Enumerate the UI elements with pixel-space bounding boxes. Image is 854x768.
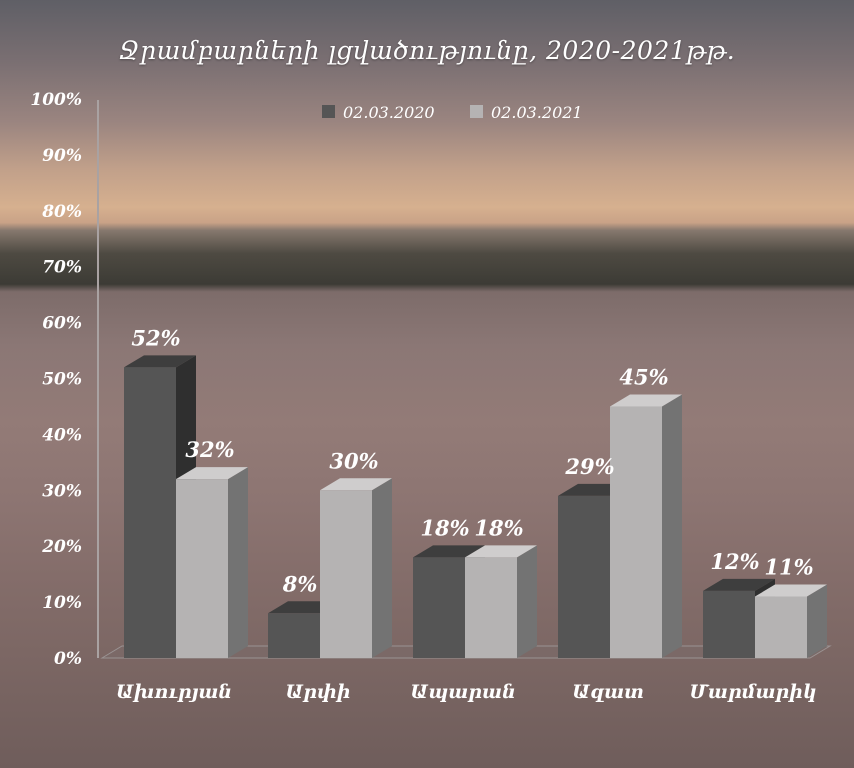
- y-tick-label: 50%: [42, 370, 82, 390]
- data-label-series1: 52%: [131, 325, 180, 350]
- bar-series2: [610, 394, 682, 658]
- y-tick-label: 100%: [30, 90, 82, 110]
- y-tick-label: 30%: [42, 481, 82, 501]
- x-category-label: Արփի: [285, 681, 350, 703]
- x-category-label: Ապարան: [410, 681, 516, 703]
- bar-series2: [465, 545, 537, 658]
- y-tick-label: 10%: [42, 593, 82, 613]
- legend-swatch: [322, 105, 335, 118]
- y-tick-label: 40%: [42, 425, 82, 445]
- y-tick-label: 60%: [42, 314, 82, 334]
- data-label-series2: 32%: [185, 437, 234, 462]
- data-label-series1: 8%: [282, 571, 318, 596]
- data-label-series2: 45%: [619, 364, 668, 389]
- y-tick-label: 80%: [41, 202, 82, 222]
- legend-entry: 02.03.2021: [491, 103, 583, 122]
- data-label-series1: 29%: [564, 454, 614, 479]
- data-label-series2: 18%: [474, 515, 523, 540]
- x-category-label: Ազատ: [572, 681, 644, 703]
- x-category-label: Ախուրյան: [116, 681, 232, 703]
- data-label-series1: 12%: [710, 549, 759, 574]
- data-label-series2: 11%: [764, 555, 813, 580]
- bar-series2: [755, 584, 827, 658]
- y-tick-label: 20%: [41, 537, 82, 557]
- chart-title: Ջրամբարների լցվածությունը, 2020-2021թթ.: [118, 36, 736, 65]
- x-category-label: Մարմարիկ: [689, 681, 816, 703]
- data-label-series2: 30%: [329, 448, 378, 473]
- y-tick-label: 90%: [42, 146, 82, 166]
- legend-entry: 02.03.2020: [343, 103, 435, 122]
- legend: 02.03.2020 02.03.2021: [322, 103, 583, 122]
- bar-series2: [320, 478, 392, 658]
- bar-series2: [176, 467, 248, 658]
- y-tick-label: 0%: [54, 649, 82, 669]
- data-label-series1: 18%: [420, 515, 469, 540]
- legend-swatch: [470, 105, 483, 118]
- y-tick-label: 70%: [42, 258, 82, 278]
